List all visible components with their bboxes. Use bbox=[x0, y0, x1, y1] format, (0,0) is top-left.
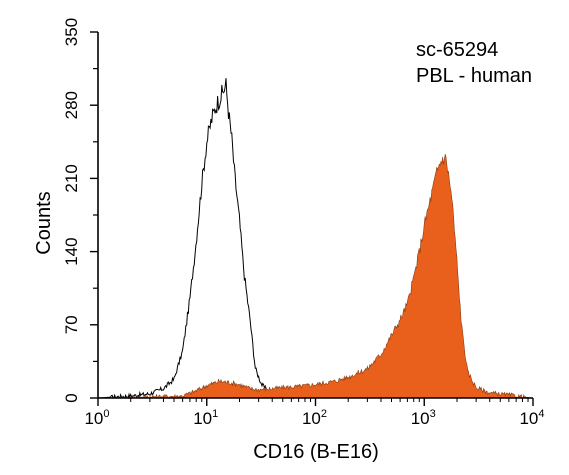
x-tick-label: 100 bbox=[84, 408, 109, 428]
x-tick-label: 104 bbox=[519, 408, 544, 428]
x-axis-title: CD16 (B-E16) bbox=[253, 441, 379, 463]
series-filled-histogram bbox=[98, 154, 534, 399]
y-tick-label: 350 bbox=[62, 18, 81, 46]
x-tick-label: 101 bbox=[193, 408, 218, 428]
y-tick-label: 70 bbox=[62, 315, 81, 334]
x-tick-label: 102 bbox=[302, 408, 327, 428]
x-tick-label: 103 bbox=[411, 408, 436, 428]
y-tick-label: 0 bbox=[62, 393, 81, 402]
annotation-sample: PBL - human bbox=[416, 65, 532, 87]
plot-area bbox=[97, 78, 534, 400]
y-tick-label: 210 bbox=[62, 164, 81, 192]
x-axis: 100 101 102 103 104 bbox=[84, 397, 545, 428]
y-tick-label: 280 bbox=[62, 91, 81, 119]
y-axis-title: Counts bbox=[33, 191, 55, 254]
series-outline-histogram bbox=[97, 78, 533, 400]
annotation-product-code: sc-65294 bbox=[416, 39, 498, 61]
y-axis: 0 70 140 210 280 350 bbox=[62, 18, 99, 403]
y-tick-label: 140 bbox=[62, 237, 81, 265]
